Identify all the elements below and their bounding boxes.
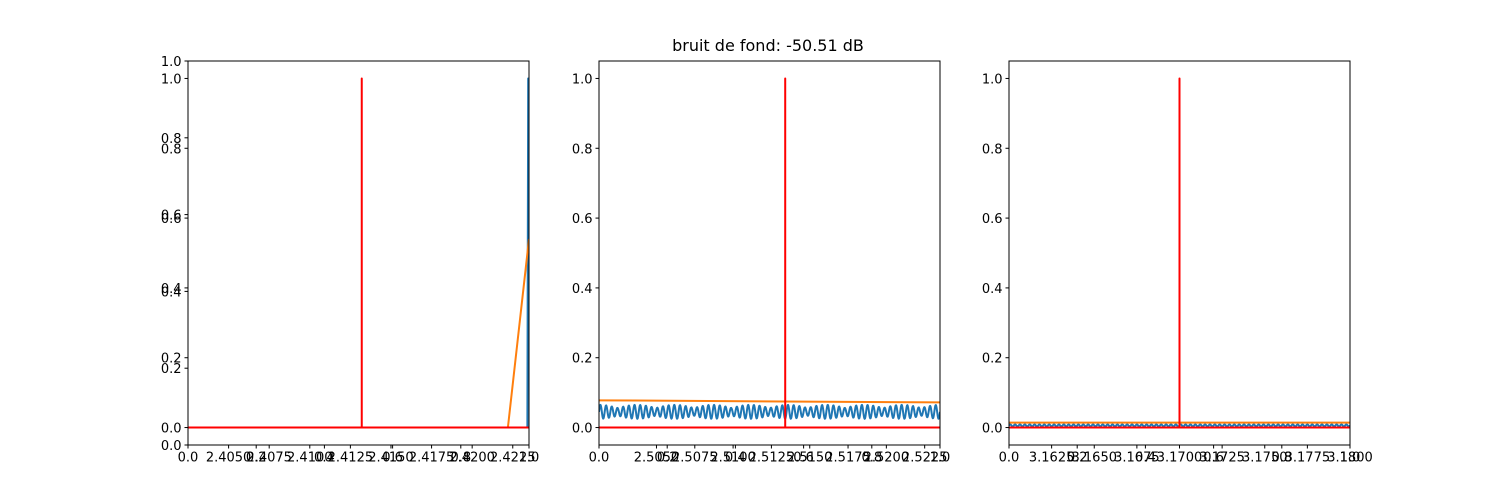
y-tick-label: 0.4: [982, 282, 1003, 297]
subplot-1: 0.00.00.20.20.40.40.60.60.80.81.01.02.40…: [161, 55, 540, 466]
overlay-x-tick-label: 1.0: [1340, 451, 1361, 466]
overlay-x-tick-label: 0.4: [1135, 451, 1156, 466]
series-red: [1009, 77, 1350, 429]
overlay-x-tick-label: 0.6: [793, 451, 814, 466]
plot-area: [188, 61, 529, 445]
series-red: [188, 77, 529, 429]
overlay-y-tick-label: 0.6: [161, 209, 182, 224]
y-axis: 0.0 0.2 0.4 0.6 0.8 1.0: [161, 72, 188, 437]
overlay-x-tick-label: 0.6: [1203, 451, 1224, 466]
y-tick-label: 0.4: [572, 282, 593, 297]
plot-area: [599, 61, 940, 445]
x-tick-label: 3.1700: [1157, 451, 1203, 466]
overlay-axis: 0.00.00.20.20.40.40.60.60.80.81.01.0: [161, 55, 540, 466]
y-tick-label: 0.2: [982, 352, 1003, 367]
x-tick-label: 2.5050: [634, 451, 680, 466]
y-tick-label: 1.0: [161, 72, 182, 87]
plot-frame: [1008, 60, 1351, 446]
x-tick-label: 2.5100: [710, 451, 756, 466]
y-tick-label: 0.8: [161, 142, 182, 157]
x-tick-label: 2.4150: [368, 451, 414, 466]
x-tick-label: 2.4100: [287, 451, 333, 466]
y-tick-label: 0.6: [982, 212, 1003, 227]
x-tick-label: 3.1775: [1285, 451, 1331, 466]
x-tick-label: 2.5125: [749, 451, 795, 466]
x-tick-label: 2.4125: [328, 451, 374, 466]
x-axis: 2.50502.50752.51002.51252.51502.51752.52…: [634, 445, 948, 466]
plot-frame: [187, 60, 530, 446]
overlay-y-tick-label: 0.0: [161, 439, 182, 454]
x-tick-label: 2.4075: [246, 451, 292, 466]
series-red: [599, 77, 940, 429]
y-tick-label: 0.0: [982, 422, 1003, 437]
series-orange: [599, 399, 940, 404]
overlay-x-tick-label: 0.8: [861, 451, 882, 466]
x-tick-label: 2.5200: [864, 451, 910, 466]
x-tick-label: 3.1750: [1242, 451, 1288, 466]
subplots: 0.00.00.20.20.40.40.60.60.80.81.01.02.40…: [161, 55, 1373, 466]
y-axis: 0.0 0.2 0.4 0.6 0.8 1.0: [982, 72, 1009, 437]
overlay-axis: 0.0 0.2 0.4 0.6 0.8 1.0: [999, 445, 1361, 466]
x-axis: 3.16253.16503.16753.17003.17253.17503.17…: [1029, 445, 1373, 466]
overlay-x-tick-label: 0.0: [999, 451, 1020, 466]
y-tick-label: 1.0: [572, 72, 593, 87]
y-tick-label: 0.6: [161, 212, 182, 227]
y-tick-label: 0.8: [982, 142, 1003, 157]
overlay-x-tick-label: 0.8: [450, 451, 471, 466]
y-tick-label: 0.6: [572, 212, 593, 227]
figure-title: bruit de fond: -50.51 dB: [672, 36, 864, 55]
overlay-x-tick-label: 0.4: [725, 451, 746, 466]
overlay-x-tick-label: 1.0: [930, 451, 951, 466]
x-tick-label: 2.5225: [902, 451, 948, 466]
overlay-x-tick-label: 0.2: [1067, 451, 1088, 466]
x-tick-label: 2.5150: [787, 451, 833, 466]
x-tick-label: 3.1650: [1072, 451, 1118, 466]
y-axis: 0.0 0.2 0.4 0.6 0.8 1.0: [572, 72, 599, 437]
y-tick-label: 1.0: [982, 72, 1003, 87]
x-tick-label: 2.4200: [449, 451, 495, 466]
overlay-x-tick-label: 0.6: [382, 451, 403, 466]
x-tick-label: 3.1800: [1327, 451, 1373, 466]
overlay-y-tick-label: 1.0: [161, 55, 182, 70]
overlay-y-tick-label: 0.2: [161, 362, 182, 377]
overlay-x-tick-label: 0.0: [589, 451, 610, 466]
y-tick-label: 0.0: [572, 422, 593, 437]
x-tick-label: 2.4225: [490, 451, 536, 466]
y-tick-label: 0.8: [572, 142, 593, 157]
overlay-x-tick-label: 0.4: [314, 451, 335, 466]
x-tick-label: 2.4050: [206, 451, 252, 466]
x-tick-label: 3.1625: [1029, 451, 1075, 466]
x-tick-label: 3.1725: [1199, 451, 1245, 466]
series-blue: [599, 403, 940, 420]
series-group: [599, 77, 940, 429]
overlay-x-tick-label: 0.8: [1271, 451, 1292, 466]
overlay-axis: 0.0 0.2 0.4 0.6 0.8 1.0: [589, 445, 951, 466]
subplot-2: 0.0 0.2 0.4 0.6 0.8 1.02.50502.50752.51002.51…: [572, 60, 951, 466]
series-group: [1009, 77, 1350, 429]
y-tick-label: 0.0: [161, 422, 182, 437]
overlay-y-tick-label: 0.4: [161, 285, 182, 300]
y-tick-label: 0.4: [161, 282, 182, 297]
x-tick-label: 3.1675: [1114, 451, 1160, 466]
x-axis: 2.40502.40752.41002.41252.41502.41752.42…: [206, 445, 536, 466]
x-tick-label: 2.4175: [409, 451, 455, 466]
overlay-x-tick-label: 0.0: [178, 451, 199, 466]
overlay-y-tick-label: 0.8: [161, 132, 182, 147]
overlay-x-tick-label: 1.0: [519, 451, 540, 466]
plot-frame: [598, 60, 941, 446]
y-tick-label: 0.2: [572, 352, 593, 367]
subplot-3: 0.0 0.2 0.4 0.6 0.8 1.03.16253.16503.16753.17…: [982, 60, 1373, 466]
x-tick-label: 2.5175: [825, 451, 871, 466]
x-tick-label: 2.5075: [672, 451, 718, 466]
overlay-x-tick-label: 0.2: [246, 451, 267, 466]
y-tick-label: 0.2: [161, 352, 182, 367]
overlay-x-tick-label: 0.2: [657, 451, 678, 466]
